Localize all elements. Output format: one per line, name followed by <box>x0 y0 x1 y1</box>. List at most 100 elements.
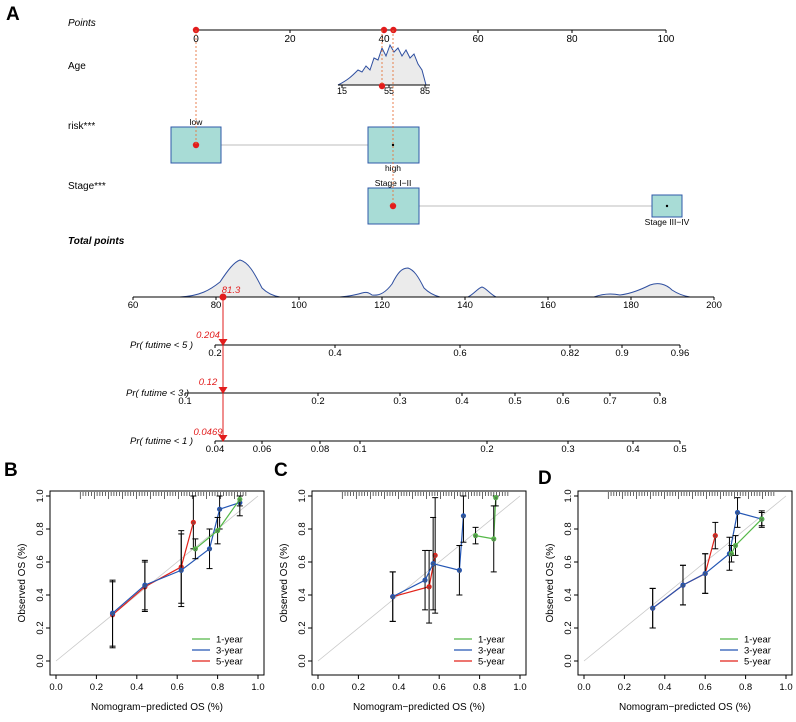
point-marker: × <box>474 534 478 541</box>
legend-label: 3-year <box>216 646 243 657</box>
ideal-diagonal <box>55 495 259 662</box>
total-points-tick-label: 200 <box>706 300 722 311</box>
points-tick-label: 100 <box>658 34 675 45</box>
total-points-tick-label: 160 <box>540 300 556 311</box>
probability-marker <box>218 387 228 394</box>
probability-tick-label: 0.08 <box>311 444 330 455</box>
ideal-diagonal <box>583 495 787 662</box>
data-point <box>215 528 221 534</box>
legend-label: 1-year <box>216 635 243 646</box>
x-tick-label: 0.2 <box>352 682 365 693</box>
probability-tick-label: 0.04 <box>206 444 225 455</box>
data-point <box>217 506 223 512</box>
probability-tick-label: 0.5 <box>673 444 686 455</box>
point-marker: × <box>494 496 498 503</box>
point-marker: × <box>492 537 496 544</box>
y-axis-label: Observed OS (%) <box>545 544 556 623</box>
legend-label: 1-year <box>478 635 505 646</box>
y-tick-label: 0.8 <box>563 522 574 535</box>
ideal-diagonal <box>317 495 521 662</box>
point-marker: × <box>681 583 685 590</box>
plot-frame <box>311 490 527 676</box>
data-point <box>732 542 739 549</box>
y-tick-label: 1.0 <box>297 489 308 502</box>
y-tick-label: 0.0 <box>563 654 574 667</box>
point-marker: × <box>760 517 764 524</box>
points-tick-label: 60 <box>472 34 484 45</box>
legend-label: 5-year <box>216 657 243 668</box>
x-axis-label: Nomogram−predicted OS (%) <box>91 702 223 713</box>
x-tick-label: 0.6 <box>171 682 184 693</box>
total-density-peak-4 <box>593 283 691 298</box>
point-marker: × <box>179 568 183 575</box>
x-tick-label: 1.0 <box>251 682 264 693</box>
y-tick-label: 0.6 <box>35 555 46 568</box>
plot-frame <box>577 490 793 676</box>
point-marker: × <box>703 572 707 579</box>
x-tick-label: 0.0 <box>49 682 62 693</box>
data-point <box>702 570 708 577</box>
probability-value: 0.12 <box>199 377 218 388</box>
probability-tick-label: 0.5 <box>508 396 521 407</box>
x-tick-label: 0.0 <box>311 682 324 693</box>
data-point <box>759 516 765 522</box>
probability-tick-label: 0.8 <box>653 396 666 407</box>
age-tick-label-15: 15 <box>337 86 347 96</box>
data-point <box>109 610 116 616</box>
total-points-label: Total points <box>68 236 125 247</box>
probability-tick-label: 0.9 <box>615 348 628 359</box>
data-point <box>206 546 213 552</box>
age-selected-point <box>378 82 386 90</box>
y-tick-label: 1.0 <box>35 489 46 502</box>
series-3-year: × × × × × × <box>109 495 243 647</box>
legend-label: 5-year <box>744 657 771 668</box>
x-tick-label: 0.8 <box>739 682 752 693</box>
point-marker: × <box>216 529 220 536</box>
x-tick-label: 0.8 <box>211 682 224 693</box>
series-3-year: ×××××× <box>649 497 765 629</box>
point-marker: × <box>143 583 147 590</box>
total-points-tick-label: 140 <box>457 300 473 311</box>
x-tick-label: 0.8 <box>473 682 486 693</box>
y-tick-label: 0.0 <box>35 654 46 667</box>
probability-value: 0.0469 <box>193 427 223 438</box>
risk-label: risk*** <box>68 121 95 132</box>
legend-label: 1-year <box>744 635 771 646</box>
legend-label: 3-year <box>478 646 505 657</box>
point-marker: × <box>391 595 395 602</box>
point-marker: × <box>433 553 437 560</box>
point-marker: × <box>193 547 197 554</box>
y-tick-label: 0.4 <box>35 588 46 601</box>
data-point <box>390 594 396 600</box>
age-density <box>337 43 427 86</box>
data-point <box>190 519 196 526</box>
x-tick-label: 0.4 <box>658 682 671 693</box>
point-marker: × <box>729 552 733 559</box>
plot-frame <box>49 490 265 676</box>
probability-value: 0.204 <box>196 330 220 341</box>
data-point <box>650 605 656 611</box>
probability-tick-label: 0.1 <box>353 444 366 455</box>
panel-letter-c: C <box>274 460 288 481</box>
risk-high-center-dot <box>391 143 395 147</box>
y-tick-label: 0.6 <box>563 555 574 568</box>
risk-selected-point <box>192 141 200 149</box>
point-marker: × <box>457 568 461 575</box>
x-tick-label: 0.2 <box>618 682 631 693</box>
data-point <box>460 513 467 519</box>
points-tick-label: 40 <box>378 34 390 45</box>
x-tick-label: 1.0 <box>513 682 526 693</box>
probability-tick-label: 0.6 <box>556 396 569 407</box>
point-marker: × <box>735 511 739 518</box>
point-marker: × <box>111 611 115 618</box>
data-point <box>422 577 428 583</box>
point-marker: × <box>207 547 211 554</box>
point-marker: × <box>238 497 242 504</box>
data-point <box>712 533 718 539</box>
data-point <box>491 536 497 542</box>
data-point <box>192 546 198 552</box>
y-tick-label: 0.8 <box>35 522 46 535</box>
stage-3-4-center-dot <box>665 204 669 208</box>
point-marker: × <box>191 520 195 527</box>
